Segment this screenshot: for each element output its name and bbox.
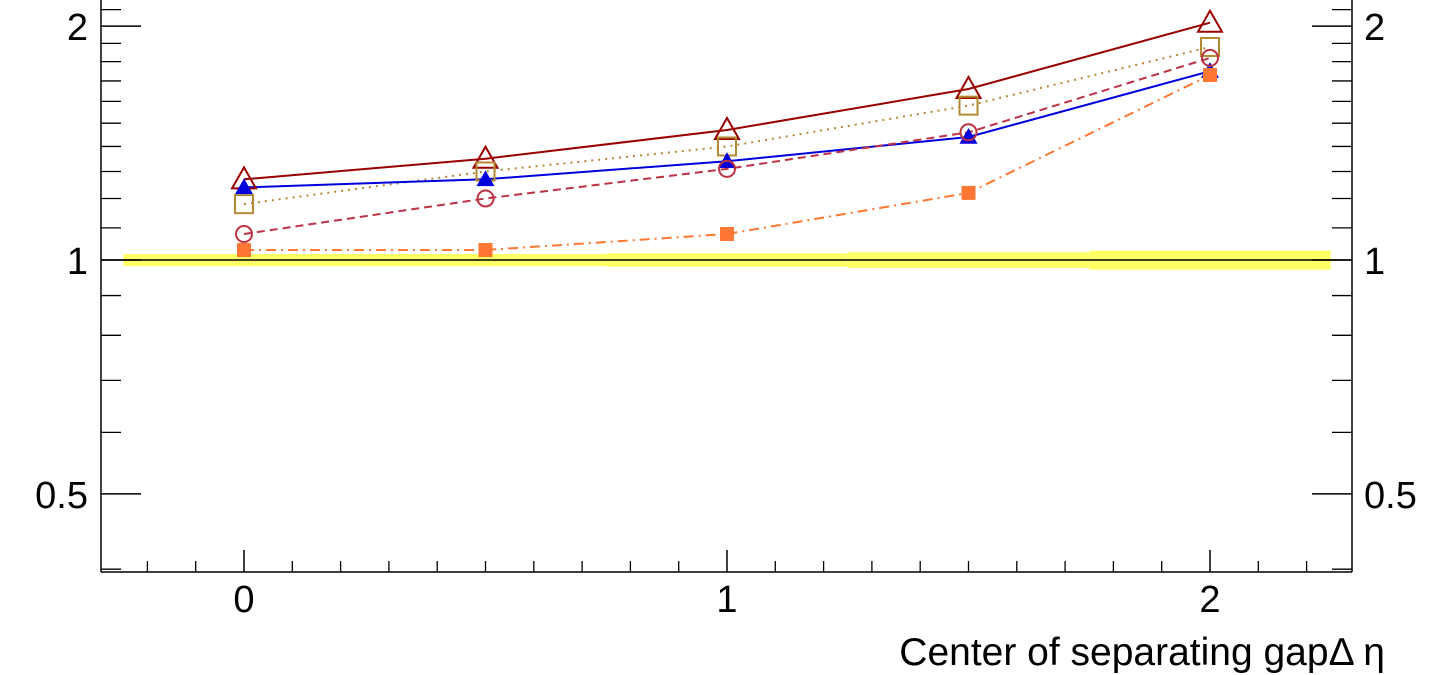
series-4-line [244, 74, 1211, 251]
series-1-point-4 [1200, 36, 1220, 57]
y-tick-label-left: 1 [67, 241, 88, 283]
series-4-point-1 [478, 243, 493, 258]
series-2-point-0 [235, 178, 253, 195]
y-tick-label-right: 1 [1364, 241, 1385, 283]
series-0-point-3 [954, 74, 983, 99]
series-3-point-0 [235, 225, 253, 244]
series-4-point-3 [961, 185, 976, 200]
series-0-point-4 [1196, 8, 1224, 33]
x-tick-label: 1 [716, 579, 737, 621]
series-3-line [243, 56, 1211, 235]
series-4-point-4 [1203, 68, 1217, 83]
series-1-point-3 [958, 95, 979, 116]
series-1-point-0 [234, 194, 254, 215]
y-tick-label-left: 2 [67, 7, 88, 49]
series-markers [230, 8, 1224, 258]
y-tick-label-right: 0.5 [1364, 475, 1417, 517]
series-lines [243, 21, 1211, 251]
series-3-point-2 [718, 159, 736, 178]
series-4-point-2 [720, 227, 734, 242]
series-0-line [243, 21, 1211, 181]
x-tick-label: 0 [233, 579, 254, 621]
series-3-point-4 [1201, 48, 1219, 67]
axes: 0 1 2 0.5 0.5 1 1 2 2 [35, 0, 1417, 621]
y-tick-label-right: 2 [1364, 7, 1385, 49]
x-axis-title: Center of separating gapΔ η [899, 631, 1385, 674]
series-1-line [243, 46, 1211, 206]
series-0-point-2 [713, 115, 741, 140]
series-4-point-0 [237, 243, 251, 258]
series-3-point-1 [476, 189, 495, 208]
y-tick-label-left: 0.5 [35, 475, 88, 517]
series-2-point-1 [476, 170, 495, 187]
series-3-point-3 [959, 123, 978, 142]
x-tick-label: 2 [1199, 579, 1220, 621]
series-0-point-1 [471, 144, 500, 169]
